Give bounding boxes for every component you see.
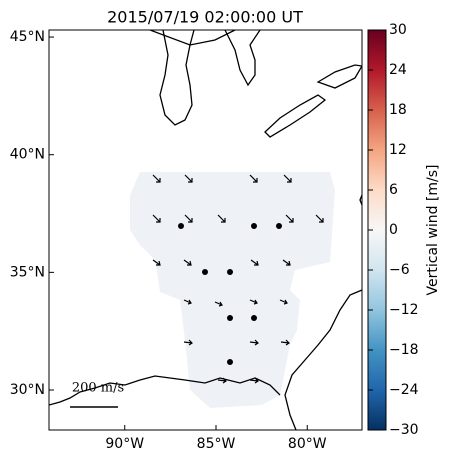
colorbar-tick-label: −18 xyxy=(389,342,419,358)
colorbar-tick-label: 18 xyxy=(389,102,407,118)
map-frame xyxy=(48,29,363,431)
map-title: 2015/07/19 02:00:00 UT xyxy=(107,8,303,27)
lat-tick-label: 30°N xyxy=(10,382,45,398)
colorbar-tick-label: −30 xyxy=(389,422,419,438)
lat-tick-label: 35°N xyxy=(10,264,45,280)
lake-superior xyxy=(149,30,236,46)
scale-label: 200 m/s xyxy=(72,381,124,396)
data-region xyxy=(130,172,335,408)
lake-michigan xyxy=(159,30,195,126)
coastline xyxy=(49,194,362,430)
lon-tick-label: 85°W xyxy=(197,436,236,452)
colorbar-tick-label: 24 xyxy=(389,62,407,78)
colorbar-tick-label: 12 xyxy=(389,142,407,158)
lon-tick-label: 90°W xyxy=(105,436,144,452)
lat-tick-label: 45°N xyxy=(10,29,45,45)
colorbar-tick-label: −12 xyxy=(389,302,419,318)
wind-arrows xyxy=(152,174,324,384)
colorbar-tick-label: −24 xyxy=(389,382,419,398)
lon-tick-label: 80°W xyxy=(288,436,327,452)
colorbar-tick-label: 6 xyxy=(389,182,398,198)
lake-ontario xyxy=(316,64,362,89)
colorbar-tick-label: 0 xyxy=(389,222,398,238)
lake-huron xyxy=(224,30,261,87)
colorbar-tick-label: 30 xyxy=(389,22,407,38)
colorbar-tick-label: −6 xyxy=(389,262,410,278)
lat-tick-label: 40°N xyxy=(10,147,45,163)
map-area xyxy=(49,30,362,430)
colorbar-label: Vertical wind [m/s] xyxy=(425,165,441,296)
lake-erie xyxy=(264,94,327,138)
